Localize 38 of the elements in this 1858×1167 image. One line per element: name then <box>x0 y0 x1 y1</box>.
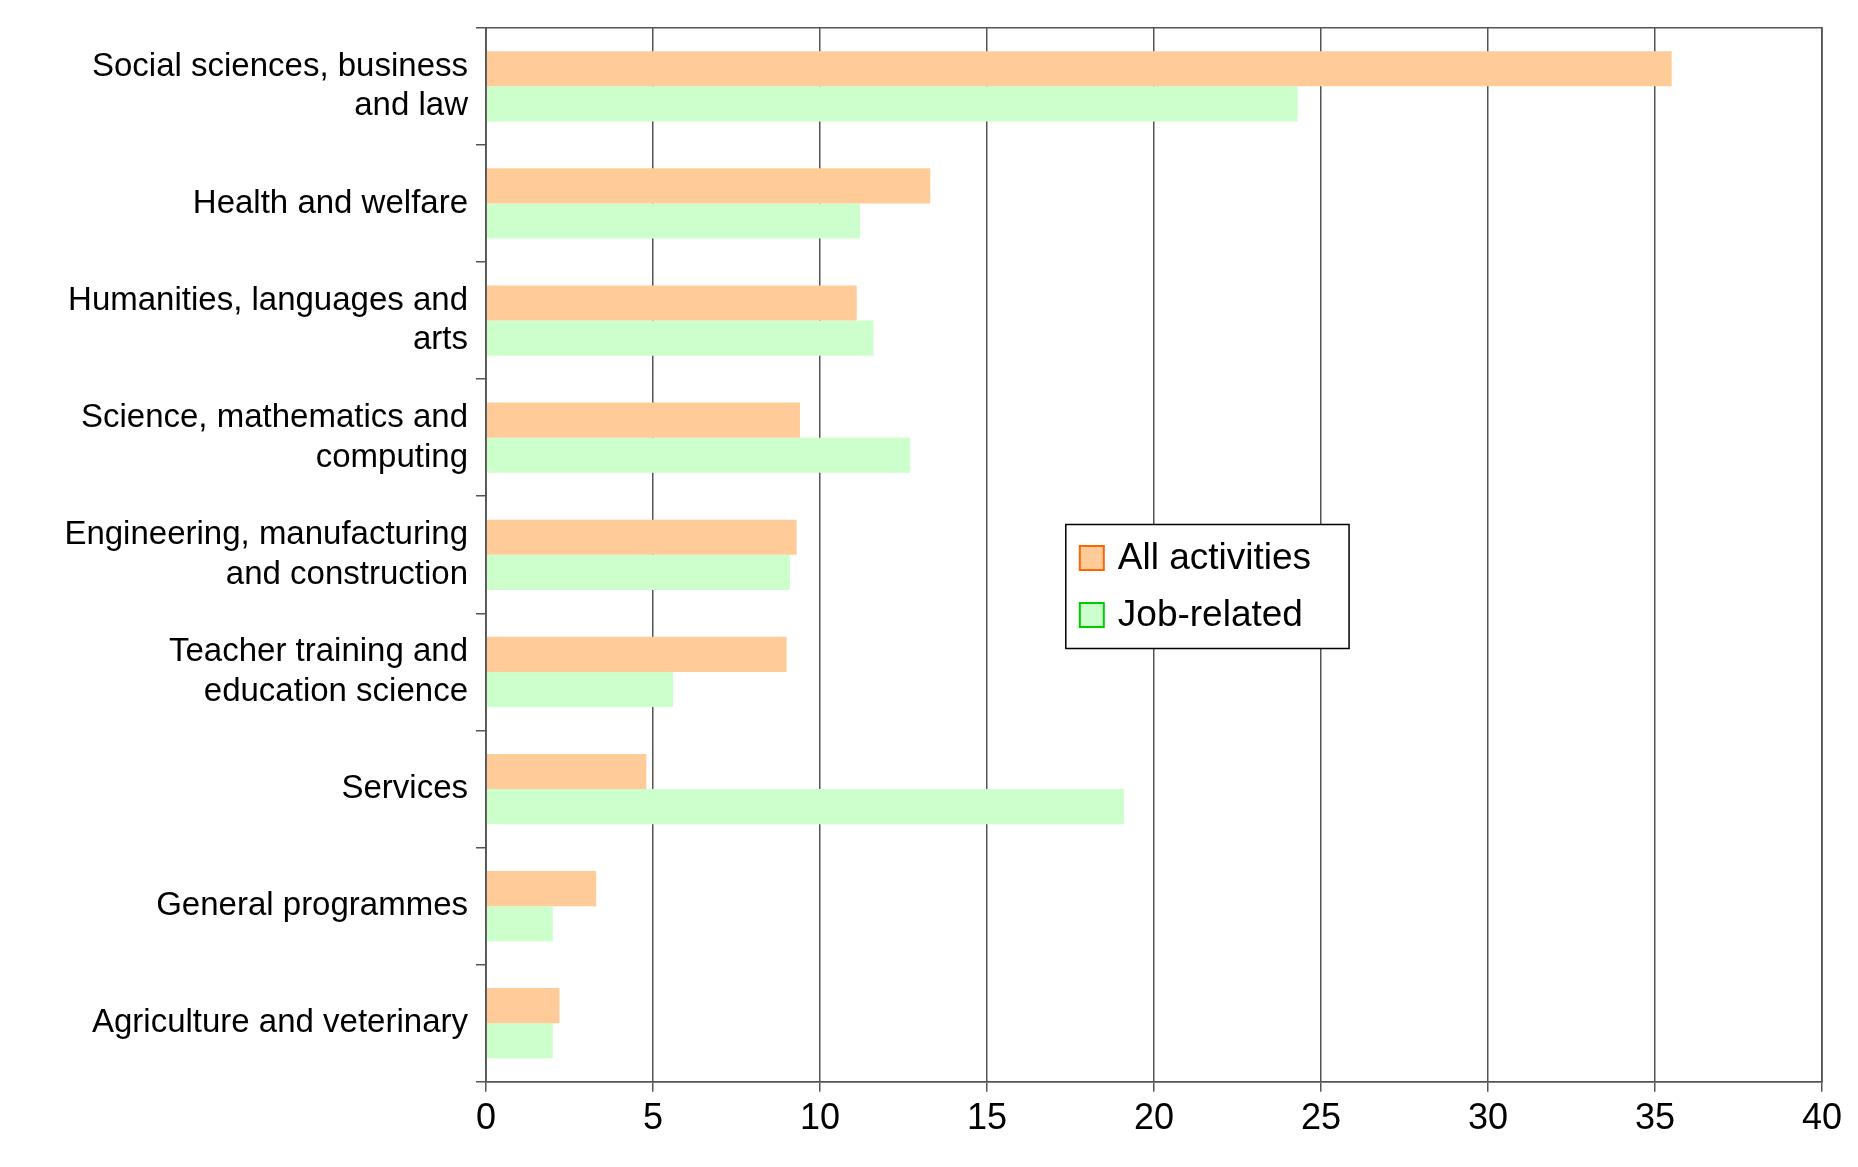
bar <box>486 988 560 1024</box>
bar <box>486 789 1124 825</box>
x-tick-label: 15 <box>966 1096 1008 1138</box>
bar <box>486 320 874 356</box>
bar <box>486 285 857 321</box>
y-tick-label: Humanities, languages and arts <box>68 279 468 357</box>
y-tick-label: Science, mathematics and computing <box>80 396 468 474</box>
y-tick-label: Social sciences, business and law <box>91 45 469 123</box>
x-tick-label: 40 <box>1801 1096 1843 1138</box>
legend-label: Job-related <box>1117 593 1303 635</box>
y-tick-label: General programmes <box>156 885 468 923</box>
x-tick-label: 35 <box>1634 1096 1676 1138</box>
x-tick-label: 20 <box>1133 1096 1175 1138</box>
bar <box>486 203 861 239</box>
x-tick-label: 10 <box>799 1096 841 1138</box>
y-tick-label: Teacher training and education science <box>168 631 468 708</box>
bar <box>486 86 1298 122</box>
bar <box>486 519 797 555</box>
y-tick-label: Agriculture and veterinary <box>91 1002 469 1040</box>
bar <box>486 402 800 438</box>
bar <box>486 671 674 708</box>
y-tick-label: Health and welfare <box>192 182 468 220</box>
x-tick-label: 30 <box>1467 1096 1509 1138</box>
bar <box>486 51 1672 87</box>
bar <box>486 554 790 590</box>
y-tick-label: Engineering, manufacturing and construction <box>64 514 468 591</box>
bar <box>486 1023 553 1059</box>
x-tick-label: 5 <box>642 1096 664 1138</box>
bar <box>486 753 647 790</box>
x-tick-label: 25 <box>1300 1096 1342 1138</box>
bar <box>486 871 597 907</box>
x-tick-label: 0 <box>475 1096 497 1138</box>
bar <box>486 437 911 473</box>
bar <box>486 168 931 204</box>
bar <box>486 636 787 672</box>
y-tick-label: Services <box>341 768 468 806</box>
bar <box>486 906 553 942</box>
legend-label: All activities <box>1117 536 1312 578</box>
